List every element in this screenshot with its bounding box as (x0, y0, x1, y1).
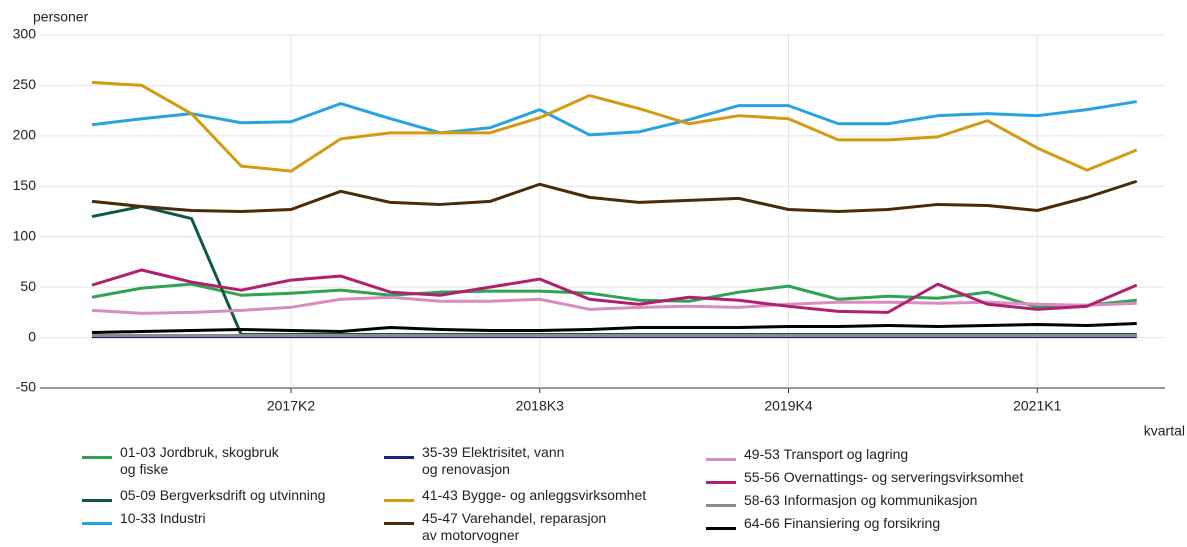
y-tick-label: 200 (13, 127, 37, 143)
legend-swatch (706, 481, 736, 484)
legend-label: 35-39 Elektrisitet, vann og renovasjon (422, 444, 565, 477)
x-tick-label: 2019K4 (764, 398, 812, 414)
y-axis-title: personer (33, 9, 89, 25)
legend-label: 10-33 Industri (120, 510, 206, 526)
legend-swatch (82, 456, 112, 459)
legend-swatch (384, 456, 414, 459)
legend-item: 45-47 Varehandel, reparasjon av motorvog… (384, 510, 606, 544)
legend-label: 41-43 Bygge- og anleggsvirksomhet (422, 487, 647, 503)
legend-swatch (82, 522, 112, 525)
x-tick-label: 2018K3 (516, 398, 564, 414)
legend-item: 58-63 Informasjon og kommunikasjon (706, 492, 977, 509)
y-tick-label: 100 (13, 227, 37, 243)
legend-swatch (384, 499, 414, 502)
legend-label: 45-47 Varehandel, reparasjon av motorvog… (422, 510, 607, 543)
series-line (91, 321, 1137, 335)
legend-label: 58-63 Informasjon og kommunikasjon (744, 492, 978, 508)
legend-item: 64-66 Finansiering og forsikring (706, 515, 940, 532)
legend-swatch (706, 527, 736, 530)
x-axis-title: kvartal (1144, 423, 1185, 439)
legend-item: 10-33 Industri (82, 510, 206, 527)
legend-item: 35-39 Elektrisitet, vann og renovasjon (384, 444, 564, 478)
chart: personer kvartal -50 0 50 100 150 200 250 300 20… (13, 9, 1185, 439)
legend-swatch (706, 458, 736, 461)
legend-label: 49-53 Transport og lagring (744, 446, 909, 462)
series-line (91, 295, 1137, 315)
legend-swatch (82, 499, 112, 502)
legend-swatch (706, 504, 736, 507)
y-tick-label: 150 (13, 177, 37, 193)
x-tick-label: 2017K2 (267, 398, 315, 414)
legend-item: 41-43 Bygge- og anleggsvirksomhet (384, 487, 646, 504)
legend-label: 64-66 Finansiering og forsikring (744, 515, 941, 531)
legend-label: 05-09 Bergverksdrift og utvinning (120, 487, 326, 503)
legend-label: 55-56 Overnattings- og serveringsvirksom… (744, 469, 1024, 485)
y-tick-label: 50 (20, 278, 36, 294)
y-tick-label: -50 (16, 379, 36, 395)
legend-item: 55-56 Overnattings- og serveringsvirksom… (706, 469, 1023, 486)
series-line (91, 100, 1137, 137)
legend-item: 05-09 Bergverksdrift og utvinning (82, 487, 325, 504)
series-line (91, 80, 1138, 173)
y-tick-label: 0 (28, 328, 36, 344)
y-tick-label: 300 (13, 26, 37, 42)
legend-swatch (384, 522, 414, 525)
legend-item: 01-03 Jordbruk, skogbruk og fiske (82, 444, 279, 478)
legend-label: 01-03 Jordbruk, skogbruk og fiske (120, 444, 279, 477)
series-line (91, 204, 1137, 337)
series-line (91, 268, 1138, 314)
series-line (91, 179, 1138, 213)
y-tick-label: 250 (13, 76, 37, 92)
legend-item: 49-53 Transport og lagring (706, 446, 908, 463)
x-tick-label: 2021K1 (1013, 398, 1061, 414)
